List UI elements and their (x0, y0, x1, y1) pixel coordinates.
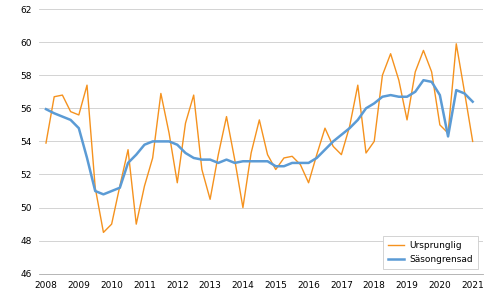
Säsongrensad (470, 100, 476, 104)
Legend: Ursprunglig, Säsongrensad: Ursprunglig, Säsongrensad (383, 236, 478, 269)
Ursprunglig (453, 42, 459, 46)
Säsongrensad (330, 140, 336, 143)
Ursprunglig (305, 181, 311, 185)
Ursprunglig (43, 141, 49, 145)
Ursprunglig (101, 231, 107, 234)
Ursprunglig (322, 126, 328, 130)
Ursprunglig (330, 145, 336, 148)
Ursprunglig (298, 163, 303, 166)
Säsongrensad (166, 140, 172, 143)
Säsongrensad (305, 161, 311, 165)
Säsongrensad (101, 193, 107, 196)
Säsongrensad (380, 95, 385, 98)
Ursprunglig (470, 140, 476, 143)
Line: Ursprunglig: Ursprunglig (46, 44, 473, 233)
Ursprunglig (380, 73, 385, 77)
Säsongrensad (322, 148, 328, 152)
Säsongrensad (43, 107, 49, 111)
Ursprunglig (166, 131, 172, 135)
Säsongrensad (420, 79, 426, 82)
Säsongrensad (298, 161, 303, 165)
Line: Säsongrensad: Säsongrensad (46, 80, 473, 194)
